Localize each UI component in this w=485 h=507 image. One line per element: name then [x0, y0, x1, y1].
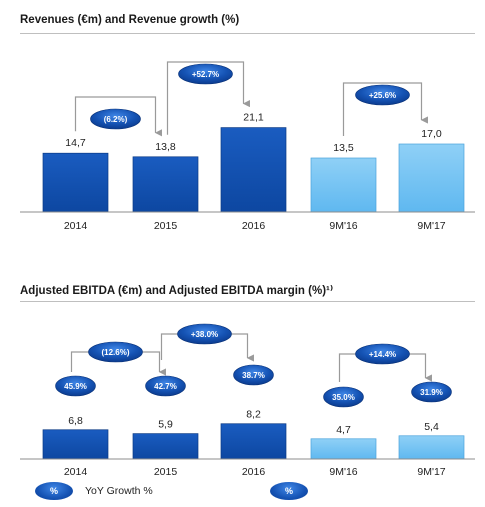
ebitda-bar-1	[132, 433, 199, 460]
revenue-growth-connector-2	[342, 82, 428, 136]
ebitda-value-label-0: 6,8	[68, 415, 83, 427]
ebitda-margin-pill-1-text: 42.7%	[154, 382, 177, 391]
ebitda-category-label-3: 9M'16	[329, 466, 357, 478]
ebitda-value-label-2: 8,2	[246, 409, 261, 421]
ebitda-growth-pill-2-shape	[355, 343, 410, 365]
ebitda-chart: 6,8 2014 45.9% 5,9 2015 42.7% 8,2 2016 38.7% 4,7 9…	[20, 323, 475, 478]
revenue-category-label-3: 9M'16	[329, 220, 357, 232]
ebitda-growth-pill-0-shape	[88, 341, 143, 363]
ebitda-bar-4	[398, 435, 465, 460]
revenue-chart-title: Revenues (€m) and Revenue growth (%)	[20, 14, 240, 26]
ebitda-margin-pill-3-shape	[323, 386, 364, 408]
ebitda-margin-pill-2-text: 38.7%	[242, 371, 265, 380]
ebitda-margin-pill-3: 35.0%	[323, 386, 364, 408]
ebitda-growth-pill-1-text: +38.0%	[191, 330, 218, 339]
revenue-value-label-2: 21,1	[243, 112, 264, 124]
ebitda-bar-3	[310, 438, 377, 460]
ebitda-value-label-1: 5,9	[158, 419, 173, 431]
ebitda-category-label-2: 2016	[242, 466, 266, 478]
revenue-growth-pill-1-shape	[178, 63, 233, 85]
revenue-growth-connector-0	[74, 96, 162, 137]
ebitda-value-label-3: 4,7	[336, 424, 351, 436]
revenue-bar-3	[310, 157, 377, 213]
legend-yoy-label: YoY Growth %	[85, 485, 153, 497]
revenue-growth-pill-1-text: +52.7%	[192, 70, 219, 79]
ebitda-growth-pill-2-text: +14.4%	[369, 350, 396, 359]
ebitda-margin-pill-2: 38.7%	[233, 364, 274, 386]
revenue-growth-pill-0-shape	[90, 108, 141, 130]
ebitda-margin-pill-1-shape	[145, 375, 186, 397]
ebitda-chart-title: Adjusted EBITDA (€m) and Adjusted EBITDA…	[20, 285, 334, 297]
revenue-category-label-2: 2016	[242, 220, 266, 232]
ebitda-margin-pill-0-shape	[55, 375, 96, 397]
revenue-growth-pill-0-text: (6.2%)	[104, 115, 128, 124]
legend-yoy-pill: %	[35, 482, 73, 500]
legend-margin-pill: %	[270, 482, 308, 500]
ebitda-growth-pill-1: +38.0%	[177, 323, 232, 345]
revenue-growth-pill-0: (6.2%)	[90, 108, 141, 130]
legend-yoy: % YoY Growth %	[35, 482, 153, 500]
revenue-category-label-1: 2015	[154, 220, 178, 232]
legend-margin: %	[270, 482, 308, 500]
revenue-bar-2	[220, 127, 287, 213]
ebitda-value-label-4: 5,4	[424, 421, 439, 433]
revenue-growth-pill-2-shape	[355, 84, 410, 106]
revenue-title-rule	[20, 33, 475, 34]
ebitda-growth-pill-2: +14.4%	[355, 343, 410, 365]
revenue-bar-4	[398, 143, 465, 213]
ebitda-margin-pill-0: 45.9%	[55, 375, 96, 397]
ebitda-category-label-4: 9M'17	[417, 466, 445, 478]
ebitda-growth-pill-0: (12.6%)	[88, 341, 143, 363]
ebitda-margin-pill-1: 42.7%	[145, 375, 186, 397]
revenue-value-label-1: 13,8	[155, 141, 176, 153]
ebitda-title-rule	[20, 301, 475, 302]
revenue-growth-pill-1: +52.7%	[178, 63, 233, 85]
ebitda-growth-pill-0-text: (12.6%)	[101, 348, 129, 357]
ebitda-margin-pill-0-text: 45.9%	[64, 382, 87, 391]
ebitda-margin-pill-2-shape	[233, 364, 274, 386]
revenue-category-label-4: 9M'17	[417, 220, 445, 232]
ebitda-margin-pill-3-text: 35.0%	[332, 393, 355, 402]
revenue-value-label-4: 17,0	[421, 128, 442, 140]
ebitda-margin-pill-4-text: 31.9%	[420, 388, 443, 397]
ebitda-margin-pill-4: 31.9%	[411, 381, 452, 403]
ebitda-growth-pill-1-shape	[177, 323, 232, 345]
ebitda-category-label-0: 2014	[64, 466, 88, 478]
revenue-category-label-0: 2014	[64, 220, 88, 232]
revenue-chart: 14,7 2014 13,8 2015 21,1 2016 13,5 9M'16 17,0 9M'…	[20, 61, 475, 232]
ebitda-margin-pill-4-shape	[411, 381, 452, 403]
ebitda-category-label-1: 2015	[154, 466, 178, 478]
revenue-value-label-0: 14,7	[65, 137, 86, 149]
ebitda-bar-2	[220, 423, 287, 460]
revenue-bar-0	[42, 152, 109, 213]
revenue-value-label-3: 13,5	[333, 142, 354, 154]
revenue-growth-connector-1	[166, 61, 250, 135]
revenue-growth-pill-2-text: +25.6%	[369, 91, 396, 100]
ebitda-bar-0	[42, 429, 109, 460]
revenue-bar-1	[132, 156, 199, 213]
revenue-growth-pill-2: +25.6%	[355, 84, 410, 106]
